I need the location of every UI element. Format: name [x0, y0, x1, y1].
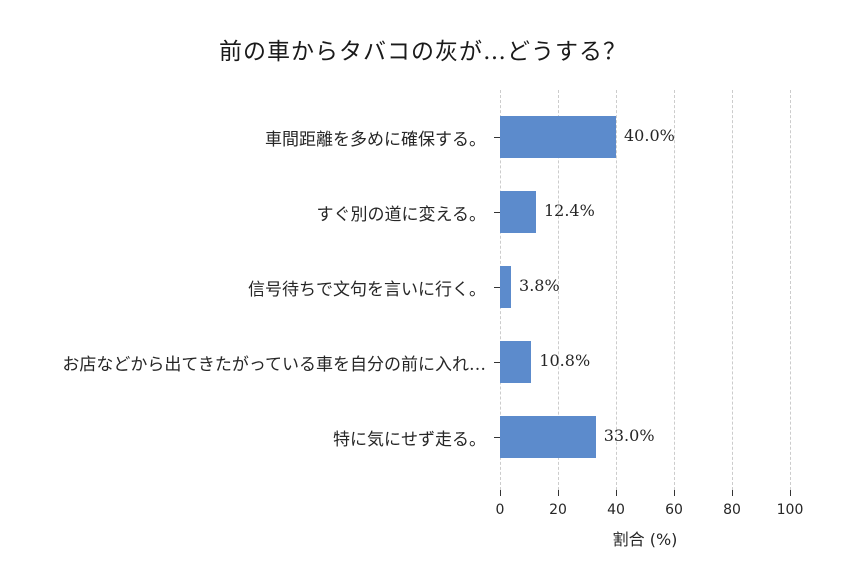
value-label: 10.8%: [539, 351, 591, 370]
bar: [500, 416, 596, 458]
gridline: [673, 90, 675, 490]
x-axis-tick: [500, 490, 501, 496]
bar: [500, 266, 512, 308]
category-label: お店などから出てきたがっている車を自分の前に入れ…: [62, 355, 486, 375]
y-axis-tick: [494, 137, 500, 138]
gridline: [731, 90, 733, 490]
chart-title: 前の車からタバコの灰が…どうする？: [219, 39, 627, 65]
bar: [500, 116, 616, 158]
x-tick-label: 80: [723, 502, 741, 518]
x-tick-label: 60: [665, 502, 683, 518]
value-label: 40.0%: [624, 126, 675, 145]
value-label: 3.8%: [519, 276, 560, 295]
gridline: [615, 90, 617, 490]
gridline: [557, 90, 559, 490]
category-label: 特に気にせず走る。: [333, 430, 486, 450]
x-tick-label: 0: [495, 502, 505, 518]
y-axis-tick: [494, 437, 500, 438]
bar: [500, 341, 532, 383]
x-axis-tick: [674, 490, 675, 496]
x-axis-tick: [790, 490, 791, 496]
x-axis-tick: [616, 490, 617, 496]
value-label: 12.4%: [543, 201, 595, 220]
x-axis-label: 割合 (%): [612, 530, 678, 549]
x-tick-label: 40: [607, 502, 625, 518]
x-axis-tick: [732, 490, 733, 496]
bar: [500, 191, 536, 233]
y-axis-tick: [494, 212, 500, 213]
y-axis-tick: [494, 287, 500, 288]
value-label: 33.0%: [603, 426, 655, 445]
category-label: 車間距離を多めに確保する。: [265, 130, 486, 150]
x-tick-label: 20: [549, 502, 567, 518]
y-axis-tick: [494, 362, 500, 363]
x-axis-tick: [558, 490, 559, 496]
gridline: [789, 90, 791, 490]
x-tick-label: 100: [776, 502, 804, 518]
category-label: すぐ別の道に変える。: [316, 205, 487, 225]
category-label: 信号待ちで文句を言いに行く。: [248, 280, 486, 300]
